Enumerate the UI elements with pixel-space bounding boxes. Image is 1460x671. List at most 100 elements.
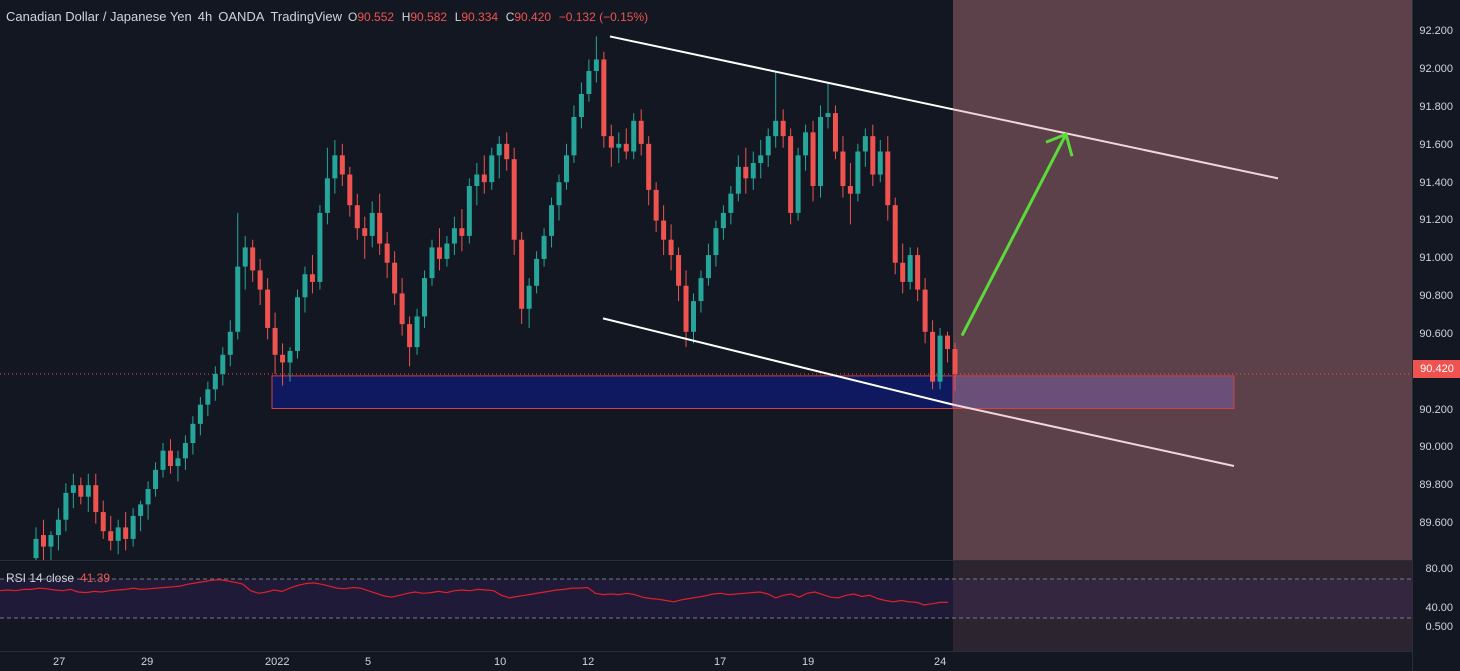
channel-lower-line xyxy=(602,317,954,406)
open-label: O xyxy=(348,10,358,24)
time-tick: 24 xyxy=(934,656,947,668)
candle-body xyxy=(563,155,569,183)
candle-body xyxy=(324,178,330,213)
rsi-pane[interactable] xyxy=(0,561,1412,651)
candle-body xyxy=(339,155,345,175)
candle-body xyxy=(280,354,286,363)
candle-body xyxy=(399,293,405,325)
candle-body xyxy=(788,136,794,213)
candle-body xyxy=(743,166,749,179)
price-tick: 90.600 xyxy=(1419,328,1453,340)
exchange-label: OANDA xyxy=(218,9,265,24)
candle-body xyxy=(160,450,166,470)
candle-body xyxy=(287,350,293,363)
candle-body xyxy=(683,285,689,332)
low-value: 90.334 xyxy=(461,10,499,24)
rsi-chart[interactable] xyxy=(0,561,1412,651)
forecast-arrow-head xyxy=(1045,132,1074,157)
candle-body xyxy=(735,166,741,194)
rsi-label: RSI 14 close xyxy=(6,571,75,585)
price-tick: 90.200 xyxy=(1419,404,1453,416)
candle-body xyxy=(108,531,114,541)
candle-body xyxy=(877,151,883,175)
candle-body xyxy=(309,274,315,282)
candle-body xyxy=(145,489,151,505)
support-zone-extension xyxy=(952,375,1235,409)
candle-body xyxy=(810,132,816,187)
price-axis[interactable]: 92.200 92.000 91.800 91.600 91.400 91.20… xyxy=(1412,0,1460,671)
candle-body xyxy=(571,116,577,156)
candle-body xyxy=(803,132,809,156)
candle-body xyxy=(369,212,375,236)
rsi-line xyxy=(0,578,948,606)
high-value: 90.582 xyxy=(410,10,448,24)
main-chart-pane[interactable] xyxy=(0,0,1412,582)
channel-upper-line-extension xyxy=(952,108,1279,180)
time-axis[interactable]: 27 29 2022 5 10 12 17 19 24 xyxy=(0,651,1412,671)
candle-body xyxy=(354,205,360,229)
rsi-legend[interactable]: RSI 14 close 41.39 xyxy=(6,571,110,585)
time-axis-divider xyxy=(0,651,1412,652)
candle-body xyxy=(780,120,786,137)
candle-body xyxy=(272,327,278,355)
candlestick-chart[interactable] xyxy=(0,0,1412,582)
candle-body xyxy=(167,450,173,467)
candle-body xyxy=(832,113,838,152)
candle-body xyxy=(698,278,704,302)
candle-body xyxy=(414,316,420,348)
candle-body xyxy=(937,335,943,382)
time-tick: 10 xyxy=(494,656,507,668)
interval-label[interactable]: 4h xyxy=(197,9,213,24)
candle-body xyxy=(750,163,756,179)
candle-body xyxy=(870,136,876,175)
pane-divider[interactable] xyxy=(0,560,1412,561)
candle-body xyxy=(892,205,898,263)
candle-body xyxy=(459,228,465,236)
candle-body xyxy=(265,289,271,328)
candle-body xyxy=(377,212,383,244)
candle-body xyxy=(347,174,353,206)
candle-body xyxy=(153,469,159,490)
candle-body xyxy=(466,186,472,236)
candle-body xyxy=(915,255,921,290)
candle-body xyxy=(317,212,323,282)
candle-body xyxy=(773,120,779,137)
candle-body xyxy=(601,59,607,137)
price-tick: 89.600 xyxy=(1419,517,1453,529)
candle-body xyxy=(33,538,39,559)
candle-body xyxy=(444,243,450,259)
price-tick: 92.200 xyxy=(1419,25,1453,37)
open-value: 90.552 xyxy=(357,10,395,24)
candle-body xyxy=(100,512,106,532)
candle-body xyxy=(549,205,555,236)
candle-body xyxy=(257,270,263,290)
candle-body xyxy=(302,274,308,298)
candle-body xyxy=(646,143,652,190)
candle-body xyxy=(205,389,211,405)
candle-body xyxy=(48,535,54,547)
candle-body xyxy=(235,266,241,332)
candle-body xyxy=(705,255,711,279)
candle-body xyxy=(384,243,390,263)
price-tick: 92.000 xyxy=(1419,63,1453,75)
candle-body xyxy=(526,285,532,309)
rsi-band xyxy=(0,579,1412,618)
price-tick: 91.400 xyxy=(1419,177,1453,189)
candle-body xyxy=(220,354,226,374)
forecast-region xyxy=(953,0,1412,560)
candle-body xyxy=(250,247,256,271)
channel-upper-line xyxy=(609,35,954,111)
candle-body xyxy=(900,262,906,282)
candle-body xyxy=(556,182,562,206)
candle-body xyxy=(690,301,696,332)
rsi-tick: 80.00 xyxy=(1425,563,1453,575)
candle-body xyxy=(123,527,129,539)
candle-body xyxy=(930,331,936,382)
candle-body xyxy=(713,228,719,256)
candle-body xyxy=(758,155,764,164)
symbol-name[interactable]: Canadian Dollar / Japanese Yen xyxy=(6,9,192,24)
candle-body xyxy=(534,258,540,286)
chart-legend: Canadian Dollar / Japanese Yen 4h OANDA … xyxy=(6,9,652,24)
candle-body xyxy=(227,331,233,355)
price-tick: 89.800 xyxy=(1419,479,1453,491)
